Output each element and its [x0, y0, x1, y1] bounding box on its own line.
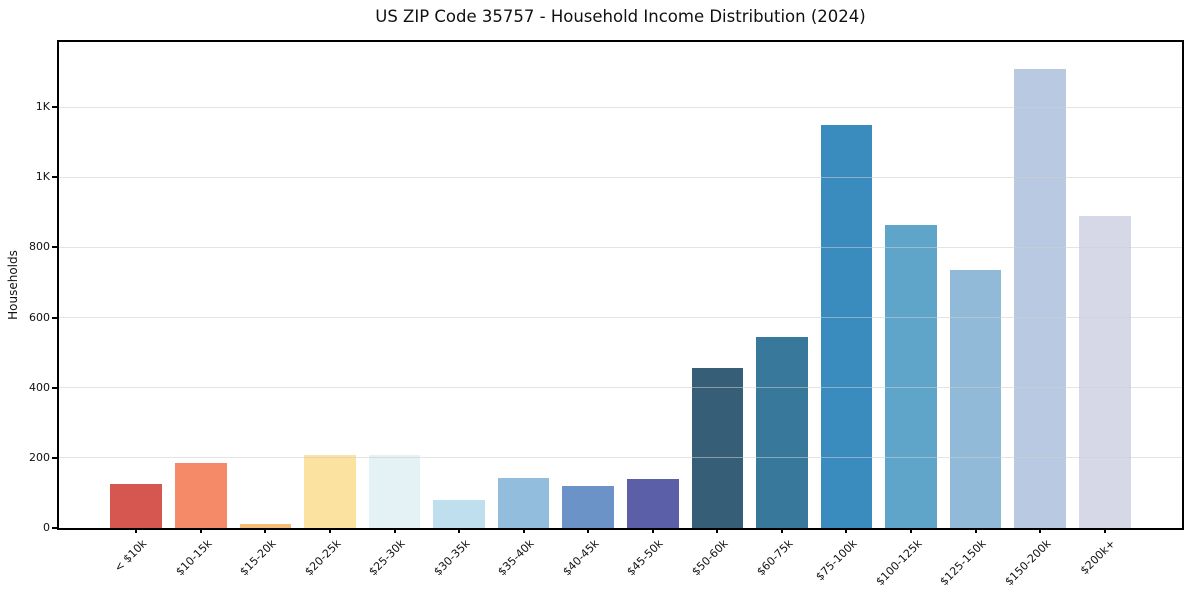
x-tick-mark [780, 528, 783, 533]
bar-slot [298, 42, 363, 528]
x-tick-label: $125-150k [937, 537, 989, 589]
x-tick-label: $45-50k [624, 537, 666, 579]
y-tick-mark [52, 456, 57, 459]
gridline [59, 317, 1182, 319]
bar-slot [943, 42, 1008, 528]
bar-slot [427, 42, 492, 528]
bar-slot [1008, 42, 1073, 528]
bar [691, 368, 744, 528]
x-tick-label: $50-60k [689, 537, 731, 579]
x-tick-label: $75-100k [813, 537, 860, 584]
x-tick-label: < $10k [111, 537, 150, 575]
x-tick-label: $15-20k [237, 537, 279, 579]
y-tick-label: 200 [29, 450, 50, 464]
y-tick-label: 1K [35, 100, 50, 114]
bar [433, 499, 485, 528]
bar [885, 224, 937, 528]
x-tick-mark [587, 528, 590, 533]
x-tick-mark [393, 528, 396, 533]
y-tick-label: 600 [29, 310, 50, 324]
bar-slot [685, 42, 750, 528]
y-tick-mark [52, 176, 57, 179]
x-tick-label: $25-30k [366, 537, 408, 579]
bars-container [59, 42, 1182, 528]
x-tick-label: $150-200k [1002, 537, 1054, 589]
bar [175, 463, 227, 528]
bar [1014, 68, 1066, 528]
x-tick-mark [328, 528, 331, 533]
bar-slot [879, 42, 944, 528]
y-tick-mark [52, 246, 57, 249]
y-tick-label: 0 [43, 521, 50, 534]
bar [626, 478, 679, 528]
x-tick-mark [910, 528, 913, 533]
bar-slot [621, 42, 686, 528]
y-tick-mark [52, 527, 57, 529]
x-tick-label: $10-15k [172, 537, 215, 579]
bar-slot [491, 42, 556, 528]
chart-title: US ZIP Code 35757 - Household Income Dis… [375, 7, 866, 26]
y-tick-mark [52, 386, 57, 389]
x-tick-label: $35-40k [495, 537, 537, 579]
x-tick-label: $40-45k [560, 537, 602, 579]
bar-slot [362, 42, 427, 528]
gridline [59, 457, 1182, 459]
gridline [59, 176, 1182, 178]
bar [820, 124, 873, 528]
y-tick-label: 1K [35, 170, 50, 184]
x-tick-label: $200k+ [1077, 537, 1118, 578]
bar-slot [1072, 42, 1137, 528]
x-axis-tick-labels: < $10k $10-15k $15-20k $20-25k $25-30k $30-35… [59, 528, 1182, 588]
bar [1078, 215, 1131, 528]
bar [110, 484, 163, 528]
bar [239, 523, 292, 528]
bar-slot [104, 42, 169, 528]
bar [949, 270, 1002, 528]
plot-area: 0 200 400 600 800 1K 1K < $10k $10-15k $15-20k $2… [29, 40, 1184, 588]
bar-slot [233, 42, 298, 528]
x-tick-mark [135, 528, 138, 533]
x-tick-label: $100-125k [873, 537, 925, 589]
x-tick-label: $60-75k [753, 537, 796, 579]
x-tick-label: $20-25k [301, 537, 344, 579]
bar [497, 477, 550, 528]
gridline [59, 387, 1182, 389]
x-tick-mark [264, 528, 267, 533]
bar [368, 454, 421, 528]
y-tick-label: 400 [29, 380, 50, 394]
bar-slot [169, 42, 234, 528]
x-tick-mark [522, 528, 525, 533]
y-axis-tick-labels: 0 200 400 600 800 1K 1K [10, 42, 50, 534]
y-tick-label: 800 [29, 240, 50, 254]
bar [756, 336, 808, 528]
y-tick-mark [52, 106, 57, 109]
bar-slot [814, 42, 879, 528]
x-tick-mark [1039, 528, 1042, 533]
bar-slot [750, 42, 815, 528]
x-tick-label: $30-35k [431, 537, 473, 579]
bar-slot [556, 42, 621, 528]
x-tick-mark [199, 528, 202, 533]
x-tick-mark [716, 528, 719, 533]
x-tick-mark [974, 528, 977, 533]
x-tick-mark [458, 528, 461, 533]
bar [304, 455, 356, 528]
x-tick-mark [651, 528, 654, 533]
gridline [59, 246, 1182, 248]
gridline [59, 106, 1182, 108]
x-tick-mark [845, 528, 848, 533]
x-tick-mark [1103, 528, 1106, 533]
bar [562, 485, 615, 528]
y-tick-mark [52, 316, 57, 319]
